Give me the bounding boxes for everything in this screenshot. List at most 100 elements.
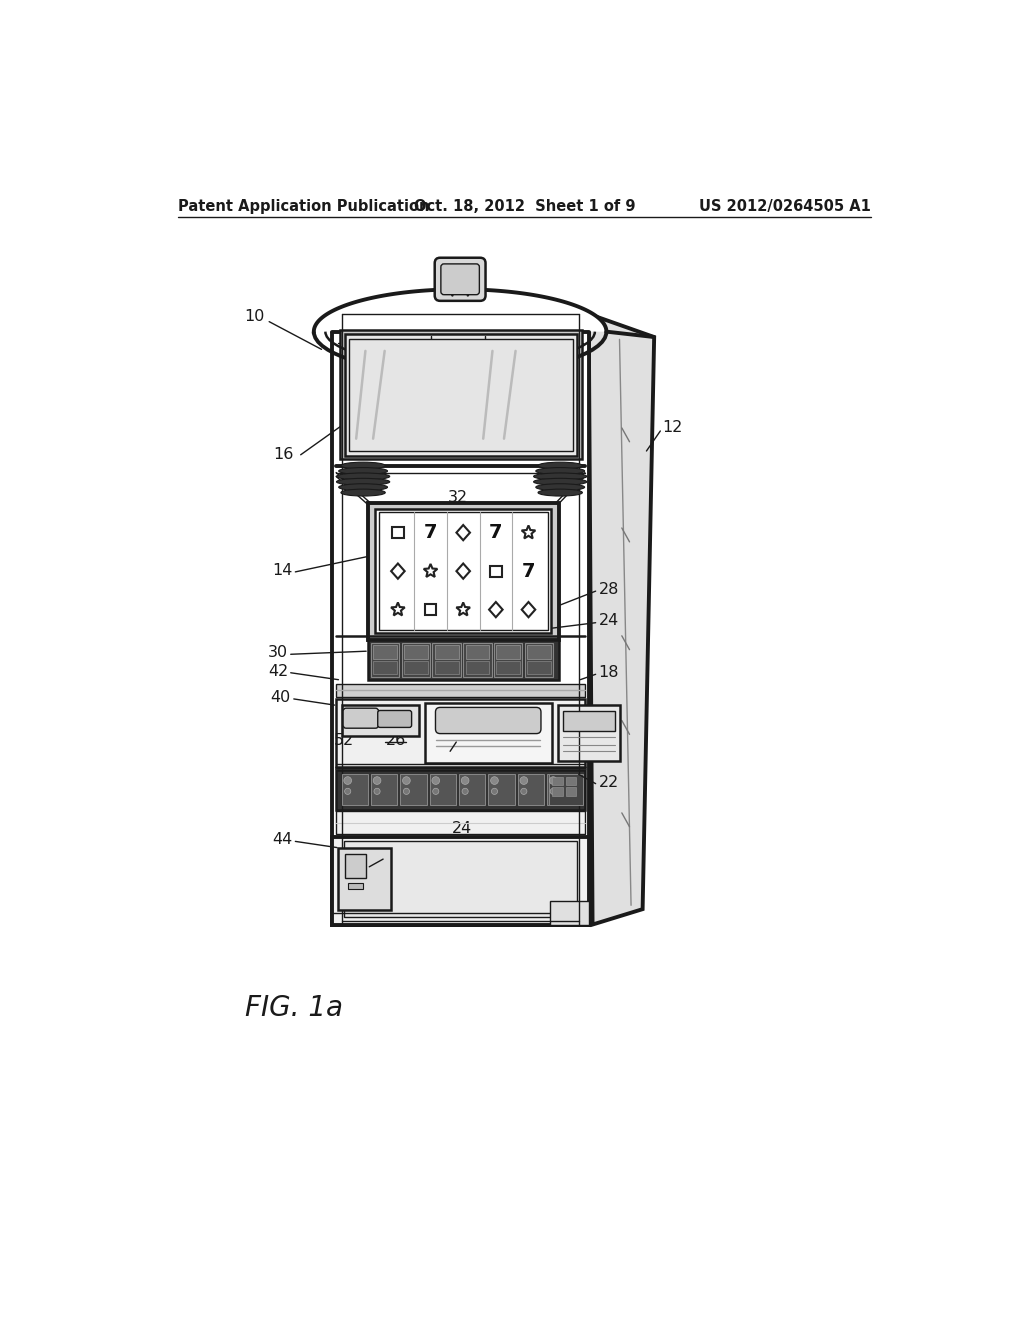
Bar (339, 849, 391, 909)
Circle shape (549, 776, 557, 784)
Polygon shape (313, 289, 606, 331)
Bar (345, 334, 578, 455)
Bar (430, 775, 456, 805)
Bar (466, 645, 489, 659)
Text: 22: 22 (599, 775, 618, 789)
Bar (432, 643, 461, 677)
FancyBboxPatch shape (435, 257, 485, 301)
Bar (371, 775, 397, 805)
Text: 40: 40 (270, 690, 291, 705)
Text: 12: 12 (662, 420, 682, 436)
Bar (552, 788, 562, 796)
Ellipse shape (337, 473, 390, 480)
Text: 28: 28 (599, 582, 620, 597)
Bar (425, 605, 436, 615)
Bar (459, 775, 485, 805)
Text: 52: 52 (334, 733, 354, 748)
Text: 7: 7 (424, 523, 437, 543)
Circle shape (461, 776, 469, 784)
Bar (368, 503, 559, 640)
Bar (550, 902, 589, 924)
Bar (562, 711, 614, 731)
Text: 10: 10 (245, 309, 265, 323)
Bar (565, 776, 577, 785)
Bar (336, 684, 585, 697)
Ellipse shape (538, 490, 583, 496)
Ellipse shape (341, 462, 385, 469)
Bar (435, 661, 459, 673)
Bar (401, 643, 430, 677)
Bar (494, 643, 522, 677)
Text: 44: 44 (272, 833, 292, 847)
Bar (376, 508, 551, 634)
FancyBboxPatch shape (378, 710, 412, 727)
Ellipse shape (339, 483, 387, 491)
Text: 26: 26 (386, 733, 407, 748)
Ellipse shape (534, 478, 587, 486)
Circle shape (462, 788, 468, 795)
Bar (348, 883, 364, 890)
FancyBboxPatch shape (435, 708, 541, 734)
Text: 7: 7 (522, 561, 536, 581)
Bar (549, 775, 583, 805)
Circle shape (490, 776, 499, 784)
Circle shape (492, 788, 498, 795)
Polygon shape (589, 314, 654, 924)
Circle shape (433, 788, 439, 795)
Bar (527, 645, 551, 659)
Text: 24: 24 (599, 612, 618, 628)
Text: 18: 18 (599, 665, 620, 680)
Bar (342, 705, 419, 737)
Circle shape (373, 776, 381, 784)
Text: 32: 32 (447, 490, 468, 504)
Bar (336, 700, 585, 768)
Bar (488, 775, 515, 805)
Circle shape (521, 788, 527, 795)
Text: 30: 30 (268, 645, 289, 660)
Bar (466, 661, 489, 673)
Text: 16: 16 (273, 447, 294, 462)
Bar (336, 770, 585, 809)
FancyBboxPatch shape (441, 264, 479, 294)
Text: 7: 7 (489, 523, 503, 543)
Ellipse shape (536, 467, 585, 474)
Bar (497, 645, 520, 659)
Bar (489, 565, 502, 577)
Ellipse shape (534, 473, 587, 480)
Text: Patent Application Publication: Patent Application Publication (178, 198, 430, 214)
Circle shape (403, 788, 410, 795)
Text: FIG. 1a: FIG. 1a (245, 994, 342, 1022)
Text: 20: 20 (458, 733, 478, 748)
Bar (565, 788, 577, 796)
Bar (463, 643, 492, 677)
Bar (371, 643, 399, 677)
Circle shape (520, 776, 527, 784)
Bar (527, 661, 551, 673)
Bar (403, 661, 428, 673)
Text: 14: 14 (272, 562, 292, 578)
Bar (344, 841, 578, 917)
Bar (345, 854, 367, 878)
Text: 42: 42 (268, 664, 289, 678)
Ellipse shape (536, 483, 585, 491)
Circle shape (344, 776, 351, 784)
Ellipse shape (339, 467, 387, 474)
Bar (552, 776, 562, 785)
Bar (333, 314, 589, 924)
FancyBboxPatch shape (343, 708, 379, 729)
Bar (379, 512, 548, 631)
Bar (403, 645, 428, 659)
Bar (425, 702, 552, 763)
Bar (400, 775, 427, 805)
Bar (518, 775, 544, 805)
Ellipse shape (341, 490, 385, 496)
Bar (373, 645, 397, 659)
Bar (342, 775, 368, 805)
Bar (435, 645, 459, 659)
Circle shape (550, 788, 556, 795)
Text: US 2012/0264505 A1: US 2012/0264505 A1 (699, 198, 871, 214)
Circle shape (345, 788, 351, 795)
Bar (333, 837, 589, 924)
Ellipse shape (538, 462, 583, 469)
Bar (336, 812, 585, 834)
